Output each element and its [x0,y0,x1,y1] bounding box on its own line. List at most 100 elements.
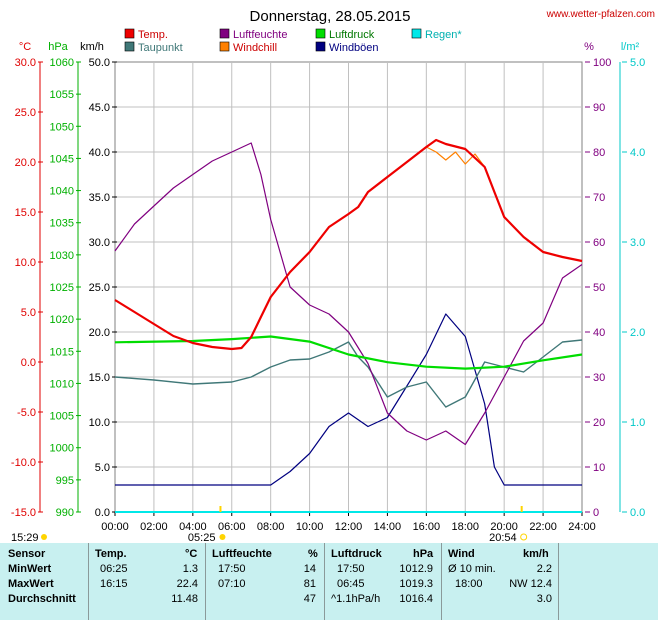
x-tick-label: 06:00 [218,521,246,533]
header-pressure-unit: hPa [413,548,434,560]
statistics-table: Sensor Temp. °C Luftfeuchte % Luftdruck … [0,543,658,620]
rain-tick: 1.0 [630,417,645,429]
website-link[interactable]: www.wetter-pfalzen.com [546,9,655,20]
sunrise-label: 05:25 [188,532,216,543]
stats-row-max: MaxWert 16:15 22.4 07:10 81 06:45 1019.3… [0,577,658,592]
humidity-tick: 60 [593,237,605,249]
header-wind-unit: km/h [523,548,549,560]
column-separator [324,543,325,620]
temp-value: 1.3 [182,563,198,575]
legend-label: Regen* [425,29,462,41]
wind-tick: 15.0 [89,372,110,384]
temp-tick: 25.0 [15,107,36,119]
legend-swatch [219,28,230,39]
sun-markers: 15:29 05:25 20:54 [11,506,528,543]
pressure-tick: 1000 [50,443,74,455]
x-tick-label: 02:00 [140,521,168,533]
humidity-value: 47 [303,593,316,605]
humidity-tick: 20 [593,417,605,429]
x-tick-label: 00:00 [101,521,129,533]
stats-header-row: Sensor Temp. °C Luftfeuchte % Luftdruck … [0,547,658,562]
temp-tick: -5.0 [17,407,36,419]
sun-time-left-label: 15:29 [11,532,39,543]
axis-ticks: 30.0 25.0 20.0 15.0 10.0 5.0 0.0 -5.0 -10.0 -15.0… [11,57,645,533]
header-humidity-unit: % [308,548,318,560]
column-separator [88,543,89,620]
data-series [114,138,583,513]
temp-tick: -10.0 [11,457,36,469]
wind-tick: 30.0 [89,237,110,249]
wind-tick: 35.0 [89,192,110,204]
sunset-label: 20:54 [489,532,517,543]
wind-tick: 10.0 [89,417,110,429]
humidity-tick: 30 [593,372,605,384]
plot-grid [114,61,583,513]
rain-tick: 4.0 [630,147,645,159]
wind-unit-label: km/h [80,41,104,53]
series-line-taupunkt [114,339,583,408]
humidity-tick: 10 [593,462,605,474]
pressure-unit-label: hPa [48,41,68,53]
temp-tick: 15.0 [15,207,36,219]
x-tick-label: 12:00 [335,521,363,533]
humidity-time: 17:50 [218,563,246,575]
series-line-luftfeuchte [114,142,583,446]
series-line-windben [115,313,582,486]
pressure-value: 1019.3 [399,578,433,590]
x-tick-label: 16:00 [413,521,441,533]
legend-swatch [411,28,422,39]
temp-time: 06:25 [100,563,128,575]
pressure-tick: 1040 [50,186,74,198]
header-temp: Temp. [95,548,127,560]
column-separator [558,543,559,620]
legend-label: Windböen [329,42,379,54]
wind-value: 2.2 [536,563,552,575]
rain-unit-label: l/m² [621,41,640,53]
temp-tick: 20.0 [15,157,36,169]
legend-label: Temp. [138,29,168,41]
pressure-tick: 1020 [50,314,74,326]
legend-swatch [124,41,135,52]
pressure-tick: 1015 [50,346,74,358]
header-sensor: Sensor [8,548,46,560]
humidity-tick: 0 [593,507,599,519]
column-separator [205,543,206,620]
temp-tick: 5.0 [21,307,36,319]
humidity-time: 07:10 [218,578,246,590]
wind-tick: 45.0 [89,102,110,114]
wind-tick: 40.0 [89,147,110,159]
row-label: MinWert [8,563,52,575]
humidity-tick: 80 [593,147,605,159]
temp-tick: 0.0 [21,357,36,369]
header-humidity: Luftfeuchte [212,548,272,560]
legend-swatch [219,41,230,52]
x-tick-label: 22:00 [529,521,557,533]
legend-label: Taupunkt [138,42,183,54]
pressure-tick: 1035 [50,218,74,230]
legend-label: Luftdruck [329,29,375,41]
legend-swatch [315,28,326,39]
temp-tick: -15.0 [11,507,36,519]
temp-value: 22.4 [176,578,198,590]
humidity-tick: 100 [593,57,611,69]
pressure-tick: 995 [56,475,74,487]
axis-unit-labels: °C hPa km/h% l/m² [19,41,640,53]
pressure-tick: 1045 [50,153,74,165]
pressure-tick: 1025 [50,282,74,294]
column-separator [441,543,442,620]
humidity-tick: 70 [593,192,605,204]
wind-tick: 25.0 [89,282,110,294]
wind-value: NW 12.4 [509,578,552,590]
temp-tick: 30.0 [15,57,36,69]
stats-row-average: Durchschnitt 11.48 47 ^1.1hPa/h 1016.4 3… [0,592,658,607]
pressure-tick: 1060 [50,57,74,69]
pressure-tick: 990 [56,507,74,519]
humidity-tick: 50 [593,282,605,294]
stats-row-min: MinWert 06:25 1.3 17:50 14 17:50 1012.9 … [0,562,658,577]
pressure-trend: ^1.1hPa/h [331,593,381,605]
x-tick-label: 20:00 [490,521,518,533]
rain-tick: 5.0 [630,57,645,69]
wind-tick: 0.0 [95,507,110,519]
rain-tick: 3.0 [630,237,645,249]
